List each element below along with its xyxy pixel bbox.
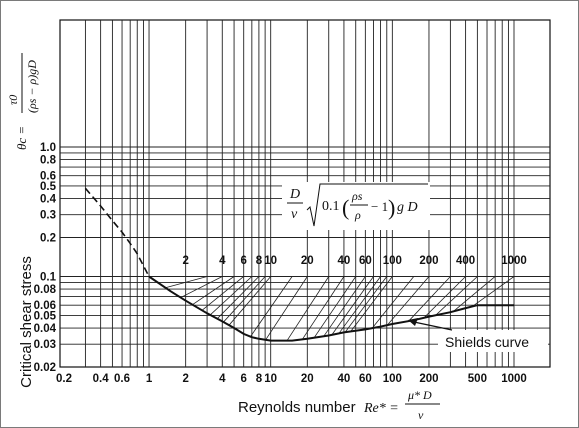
shields-curve-line [148,275,514,342]
x-tick-label: 1 [146,373,153,385]
hatch-line [350,276,393,332]
y-tick-label: 1.0 [40,142,56,154]
hatch-line [338,276,381,334]
formula-d: D [289,187,300,202]
y-tick-label: 0.06 [34,300,56,312]
hatch-line [331,276,374,336]
upper-scale-tick-label: 10 [264,255,277,267]
hatch-line [216,276,260,319]
x-tick-label: 40 [338,373,351,385]
plot-border [59,19,551,368]
y-tick-label: 0.2 [40,233,56,245]
x-formula-num: μ* D [407,388,432,402]
y-tick-label: 0.05 [34,310,57,322]
y-tick-label: 0.5 [40,181,57,193]
y-tick-label: 0.8 [40,155,57,167]
y-axis-title: Critical shear stress [18,256,35,388]
shields-curve-label: Shields curve [445,334,529,350]
upper-scale-tick-label: 1000 [501,255,527,267]
hatch-line [192,276,235,306]
hatch-line [265,276,308,341]
hatch-line [435,276,478,316]
y-tick-label: 0.6 [40,171,56,183]
hatch-line [165,276,208,289]
x-tick-label: 0.6 [114,373,130,385]
x-tick-label: 1000 [501,373,527,385]
shields-curve-annotation: Shields curve [408,318,548,352]
upper-scale-tick-label: 8 [256,255,263,267]
grid [59,19,551,368]
upper-scale-tick-label: 40 [338,255,351,267]
hatch-line [286,276,330,341]
hatch-line [453,276,496,312]
upper-scale-tick-label: 6 [240,255,246,267]
hatch-line [180,276,223,298]
hatch-line [423,276,466,319]
x-tick-label: 200 [419,373,438,385]
y-formula-num: τ0 [6,95,20,105]
hatch-line [371,276,415,329]
tick-labels: 0.020.030.040.050.060.080.10.20.30.40.50… [34,142,527,385]
hatch-line [201,276,244,311]
hatch-line [344,276,388,333]
upper-scale-tick-label: 2 [182,255,188,267]
formula-rho: ρ [354,208,361,222]
x-formula-lhs: Re* = [363,401,399,416]
x-formula-den: ν [418,408,424,422]
hatch-line [228,276,271,326]
x-tick-label: 4 [219,373,226,385]
formula-paren-left: ( [342,195,349,220]
x-tick-label: 500 [468,373,487,385]
formula-gd: g D [397,200,418,215]
upper-scale-tick-label: 20 [301,255,314,267]
y-formula-lhs: θc = [14,126,29,150]
y-axis-title-group: Critical shear stress θc = τ0 (ρs − ρ)gD [6,53,39,388]
x-tick-label: 100 [383,373,402,385]
x-axis-title: Reynolds number [238,399,356,416]
upper-scale-tick-label: 400 [456,255,475,267]
hatch-line [313,276,357,339]
x-tick-label: 20 [301,373,314,385]
upper-scale-tick-label: 100 [383,255,402,267]
hatch-line [250,276,293,337]
formula-coefficient: 0.1 [322,199,340,214]
upper-scale-tick-label: 4 [219,255,226,267]
x-axis-title-group: Reynolds number Re* = μ* D ν [238,388,440,422]
y-tick-label: 0.04 [34,323,57,335]
formula-rho-s: ρs [351,189,363,203]
hatch-line [387,276,430,326]
shields-curve-dashed-extension [84,187,150,277]
upper-scale-tick-label: 60 [359,255,372,267]
hatch-line [301,276,345,340]
x-tick-label: 8 [256,373,263,385]
upper-scale-formula: D ν 0.1 ( ρs ρ − 1 ) g D [282,182,430,230]
series-layer [84,187,514,342]
y-formula-den: (ρs − ρ)gD [25,60,39,113]
hatch-line [323,276,366,337]
x-tick-label: 10 [264,373,277,385]
y-tick-label: 0.3 [40,210,56,222]
x-tick-label: 2 [182,373,188,385]
y-tick-label: 0.02 [34,362,56,374]
y-tick-label: 0.03 [34,339,56,351]
upper-scale-hatch-lines [165,276,515,341]
x-tick-label: 60 [359,373,372,385]
upper-scale-tick-label: 200 [419,255,438,267]
formula-minus-one: − 1 [371,199,388,214]
y-tick-label: 0.4 [40,194,57,206]
y-tick-label: 0.1 [40,271,57,283]
x-tick-label: 6 [240,373,246,385]
hatch-line [223,276,266,323]
formula-nu: ν [291,207,298,222]
hatch-line [209,276,253,316]
formula-paren-right: ) [388,195,395,220]
y-axis-formula: θc = τ0 (ρs − ρ)gD [6,53,39,150]
x-tick-label: 0.2 [56,373,72,385]
hatch-line [408,276,451,322]
hatch-line [472,276,515,307]
y-tick-label: 0.08 [34,284,57,296]
x-tick-label: 0.4 [93,373,110,385]
